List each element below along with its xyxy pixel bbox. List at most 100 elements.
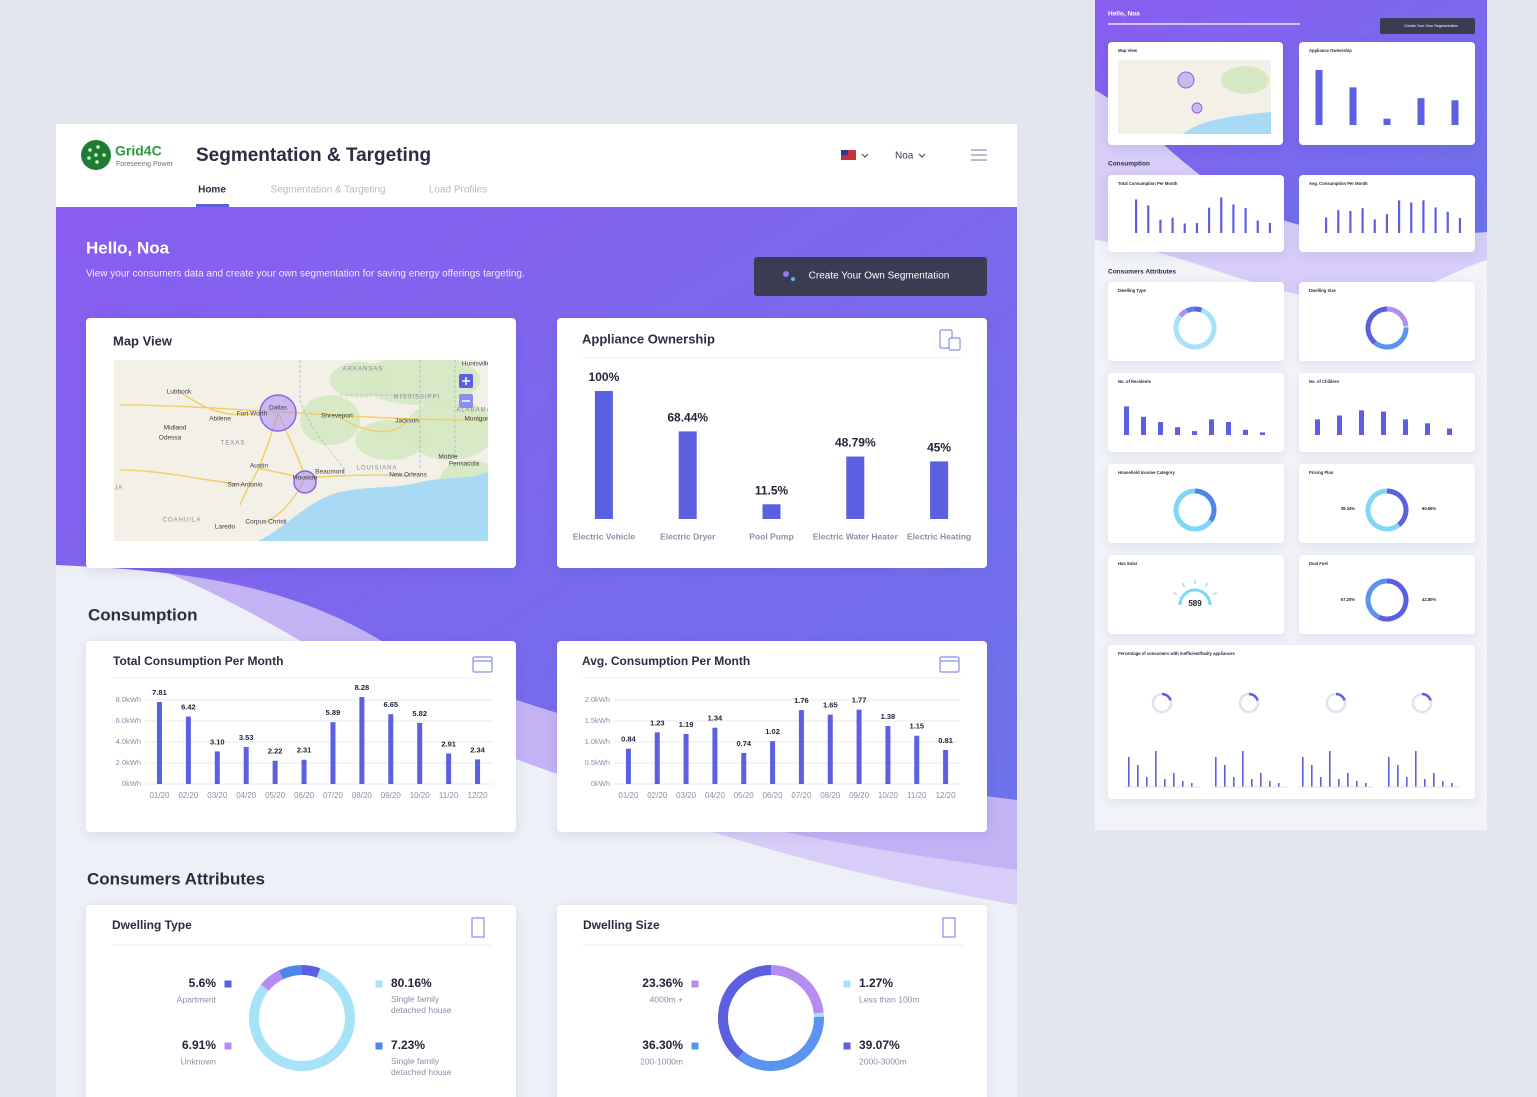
donut-segment <box>1365 488 1401 532</box>
donut-segment <box>1373 327 1409 350</box>
thumb-deco-bar <box>1173 773 1175 787</box>
bar <box>214 751 220 784</box>
bar <box>417 722 423 784</box>
map-label: Montgom <box>464 416 491 423</box>
map-label: Laredo <box>215 524 236 531</box>
card <box>1108 555 1284 634</box>
map-label: Odessa <box>159 435 182 442</box>
thumb-deco-bar <box>1315 419 1320 435</box>
x-tick-label: 02/20 <box>647 791 668 800</box>
bar-value-label: 45% <box>927 441 951 455</box>
bar-value-label: 2.91 <box>441 739 456 748</box>
y-tick-label: 2.0kWh <box>116 758 141 767</box>
flag[interactable] <box>841 150 856 160</box>
thumb-deco-bar <box>1415 751 1417 787</box>
map-label: Austin <box>250 463 268 470</box>
y-tick-label: 2.0kWh <box>585 695 610 704</box>
thumb-deco-bar <box>1260 432 1265 435</box>
thumb-deco-bar <box>1158 422 1163 435</box>
thumb-deco-bar <box>1311 765 1313 787</box>
legend-label: 2000-3000m <box>859 1056 907 1066</box>
legend-label: 4000m + <box>650 994 683 1004</box>
thumb-card-title: Dwelling Size <box>1309 288 1336 293</box>
donut-segment <box>1386 488 1409 527</box>
map-forest <box>300 395 360 445</box>
bar-value-label: 1.77 <box>852 696 867 705</box>
bar <box>914 735 920 784</box>
thumb-map-cluster <box>1191 102 1203 114</box>
thumb-subtitle-line <box>1108 23 1300 25</box>
user-name: Noa <box>895 151 914 162</box>
tab-underline <box>196 204 229 207</box>
logo-dot <box>95 160 99 164</box>
map-label: Houston <box>293 475 318 482</box>
thumb-deco-bar <box>1192 431 1197 435</box>
x-tick-label: 05/20 <box>265 791 286 800</box>
thumb-button[interactable] <box>1380 18 1475 34</box>
card-title: Dwelling Type <box>112 918 192 932</box>
button-label[interactable]: Create Your Own Segmentation <box>809 271 950 282</box>
bar-value-label: 48.79% <box>835 436 876 450</box>
x-tick-label: 01/20 <box>618 791 639 800</box>
bar-value-label: 6.65 <box>383 700 398 709</box>
donut-segment <box>1173 307 1217 350</box>
bar <box>1385 214 1389 233</box>
legend-value: 7.23% <box>391 1038 425 1052</box>
thumb-deco-bar <box>1397 765 1399 787</box>
map-label: Jackson <box>395 418 419 425</box>
x-tick-label: Electric Dryer <box>660 531 716 541</box>
bar <box>1337 210 1340 233</box>
bar-value-label: 68.44% <box>667 411 708 425</box>
bar-value-label: 1.02 <box>765 727 780 736</box>
donut-segment <box>1194 306 1203 313</box>
map-cluster[interactable] <box>259 394 297 432</box>
logo-dot <box>96 145 100 149</box>
bar <box>1220 197 1223 233</box>
thumb-deco-bar <box>1451 783 1453 787</box>
map-cluster[interactable] <box>293 470 317 494</box>
bar <box>1134 199 1138 233</box>
map-border <box>340 360 421 470</box>
map-label: TEXAS <box>221 441 246 447</box>
thumb-card-title: Total Consumption Per Month <box>1118 181 1178 186</box>
bar <box>625 748 631 784</box>
bar <box>762 504 781 519</box>
bar-value-label: 11.5% <box>755 483 789 497</box>
card-icon <box>942 917 956 938</box>
x-tick-label: 10/20 <box>410 791 431 800</box>
bar <box>359 697 365 784</box>
card-icon <box>471 917 485 938</box>
bar <box>1446 211 1449 233</box>
x-tick-label: 07/20 <box>323 791 344 800</box>
thumb-deco-bar <box>1233 777 1235 787</box>
map-label: COAHUILA <box>163 518 202 524</box>
thumb-deco-bar <box>1182 781 1184 787</box>
donut-segment <box>1386 306 1409 327</box>
section-title: Consumption <box>88 605 198 624</box>
x-tick-label: 03/20 <box>207 791 228 800</box>
nav-tab[interactable]: Load Profiles <box>429 185 487 196</box>
x-tick-label: 08/20 <box>352 791 373 800</box>
nav-tab[interactable]: Home <box>198 185 226 196</box>
bar-value-label: 8.28 <box>355 683 370 692</box>
bar <box>846 456 865 519</box>
thumb-card-title: Dual Fuel <box>1309 561 1328 566</box>
thumb-card-title: Appliance Ownership <box>1309 48 1352 53</box>
thumb-deco-bar <box>1388 757 1390 787</box>
create-button[interactable] <box>754 257 987 296</box>
bar <box>388 714 394 784</box>
legend-swatch <box>843 1042 851 1050</box>
bar <box>185 716 191 784</box>
bar <box>930 461 949 519</box>
bar-value-label: 1.23 <box>650 718 665 727</box>
logo-dot <box>87 156 91 160</box>
x-tick-label: 08/20 <box>820 791 841 800</box>
bar <box>1373 219 1376 233</box>
nav-tab[interactable]: Segmentation & Targeting <box>271 185 386 196</box>
card <box>1299 282 1475 361</box>
legend-swatch <box>375 980 383 988</box>
thumb-solar-ray <box>1212 591 1217 596</box>
bar <box>683 734 689 784</box>
thumb-deco-bar <box>1424 779 1426 787</box>
